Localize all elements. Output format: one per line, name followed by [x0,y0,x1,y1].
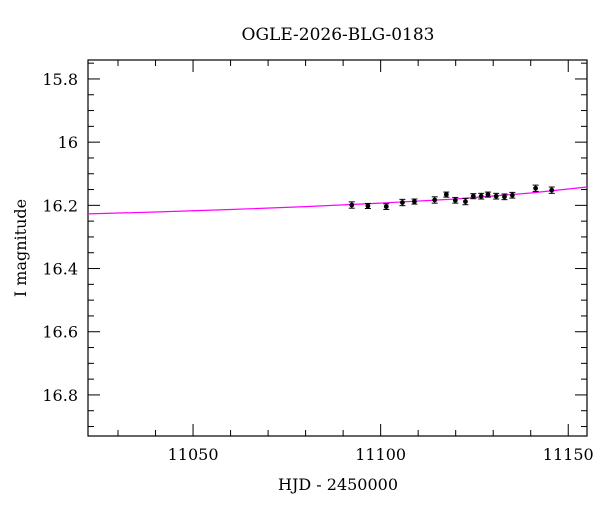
data-marker [383,204,389,210]
data-point [501,193,508,201]
plot-frame [87,59,588,437]
data-marker [493,193,499,199]
data-point [399,198,406,207]
data-point [348,201,355,209]
y-tick-label: 16.2 [42,196,78,215]
axis-tick-labels: 11050 11100 11150 15.8 16 16.2 16.4 16.6 16.8 [42,70,593,464]
model-curve [87,186,588,215]
data-marker [400,200,405,205]
data-point [478,192,485,200]
data-point [493,192,500,200]
x-tick-label: 11150 [543,445,594,464]
data-points-layer [348,184,555,210]
data-point [462,197,469,206]
data-point [431,196,438,204]
data-marker [443,192,449,198]
data-point [484,191,491,198]
x-tick-label: 11100 [355,445,406,464]
data-marker [432,197,438,203]
data-marker [485,192,491,198]
data-marker [349,202,355,208]
data-marker [412,199,417,204]
data-point [411,198,418,205]
data-point [443,191,450,198]
data-point [452,196,459,204]
y-tick-label: 16.6 [42,323,78,342]
x-axis-label: HJD - 2450000 [278,475,398,494]
data-marker [470,193,476,199]
data-point [383,203,390,210]
y-tick-label: 15.8 [42,70,78,89]
data-marker [502,194,507,200]
model-curve-layer [87,186,588,215]
data-marker [533,185,538,191]
data-marker [478,193,484,199]
data-point [364,202,371,210]
data-point [532,184,539,192]
data-marker [549,187,555,193]
data-point [548,186,555,194]
data-marker [365,203,371,209]
y-axis-label: I magnitude [11,199,30,297]
y-tick-label: 16.4 [42,260,78,279]
chart-title: OGLE-2026-BLG-0183 [242,25,435,45]
data-point [509,191,516,199]
y-tick-label: 16 [58,133,78,152]
data-marker [452,197,458,203]
axis-ticks [88,60,587,436]
data-marker [463,199,468,204]
x-tick-label: 11050 [168,445,219,464]
y-tick-label: 16.8 [42,386,78,405]
data-marker [509,192,515,198]
data-point [470,193,477,200]
